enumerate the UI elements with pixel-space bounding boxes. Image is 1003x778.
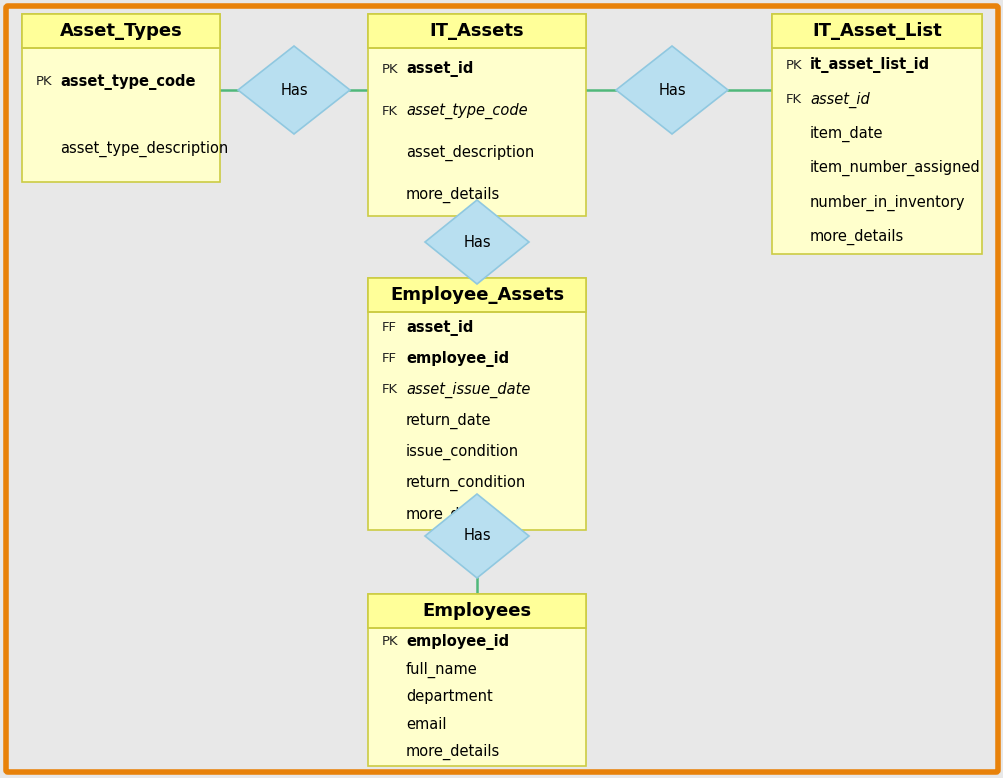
- Text: department: department: [405, 689, 492, 705]
- Text: Has: Has: [658, 82, 685, 97]
- Bar: [771, 14, 981, 48]
- Bar: [368, 594, 586, 628]
- Text: FK: FK: [381, 384, 398, 396]
- Text: it_asset_list_id: it_asset_list_id: [809, 57, 929, 73]
- Text: FK: FK: [381, 104, 398, 117]
- Text: PK: PK: [381, 636, 398, 648]
- Text: asset_description: asset_description: [405, 145, 534, 161]
- Bar: [368, 278, 586, 312]
- Bar: [22, 14, 220, 182]
- Text: item_number_assigned: item_number_assigned: [809, 160, 980, 177]
- Polygon shape: [424, 200, 529, 284]
- Text: return_date: return_date: [405, 413, 491, 429]
- Text: asset_id: asset_id: [809, 91, 869, 107]
- Bar: [771, 14, 981, 254]
- Text: issue_condition: issue_condition: [405, 444, 519, 461]
- Bar: [368, 594, 586, 766]
- Text: return_condition: return_condition: [405, 475, 526, 492]
- Polygon shape: [616, 46, 727, 134]
- Text: more_details: more_details: [405, 506, 499, 523]
- Text: asset_issue_date: asset_issue_date: [405, 382, 530, 398]
- Text: IT_Assets: IT_Assets: [429, 22, 524, 40]
- Bar: [368, 14, 586, 216]
- Text: asset_id: asset_id: [405, 61, 472, 77]
- Bar: [22, 14, 220, 48]
- Text: PK: PK: [381, 62, 398, 75]
- Text: number_in_inventory: number_in_inventory: [809, 194, 965, 211]
- Text: FF: FF: [381, 321, 396, 334]
- Text: more_details: more_details: [405, 744, 499, 760]
- Text: item_date: item_date: [809, 126, 883, 142]
- Text: asset_type_description: asset_type_description: [60, 140, 228, 156]
- Text: full_name: full_name: [405, 661, 477, 678]
- Polygon shape: [238, 46, 350, 134]
- Text: employee_id: employee_id: [405, 634, 509, 650]
- Text: asset_type_code: asset_type_code: [60, 73, 196, 89]
- Text: email: email: [405, 717, 446, 732]
- Text: Has: Has: [280, 82, 308, 97]
- Text: Employees: Employees: [422, 602, 531, 620]
- Text: FK: FK: [785, 93, 801, 106]
- Text: PK: PK: [785, 58, 801, 72]
- Text: Has: Has: [462, 528, 490, 544]
- Text: FF: FF: [381, 352, 396, 365]
- Text: Employee_Assets: Employee_Assets: [389, 286, 564, 304]
- Text: more_details: more_details: [405, 187, 499, 203]
- Text: employee_id: employee_id: [405, 351, 509, 366]
- Bar: [368, 14, 586, 48]
- Text: Has: Has: [462, 234, 490, 250]
- Text: IT_Asset_List: IT_Asset_List: [811, 22, 941, 40]
- Bar: [368, 278, 586, 530]
- Text: more_details: more_details: [809, 229, 904, 245]
- Polygon shape: [424, 494, 529, 578]
- Text: asset_type_code: asset_type_code: [405, 103, 528, 119]
- Text: asset_id: asset_id: [405, 320, 472, 335]
- Text: Asset_Types: Asset_Types: [59, 22, 183, 40]
- FancyBboxPatch shape: [6, 6, 997, 772]
- Text: PK: PK: [36, 75, 52, 88]
